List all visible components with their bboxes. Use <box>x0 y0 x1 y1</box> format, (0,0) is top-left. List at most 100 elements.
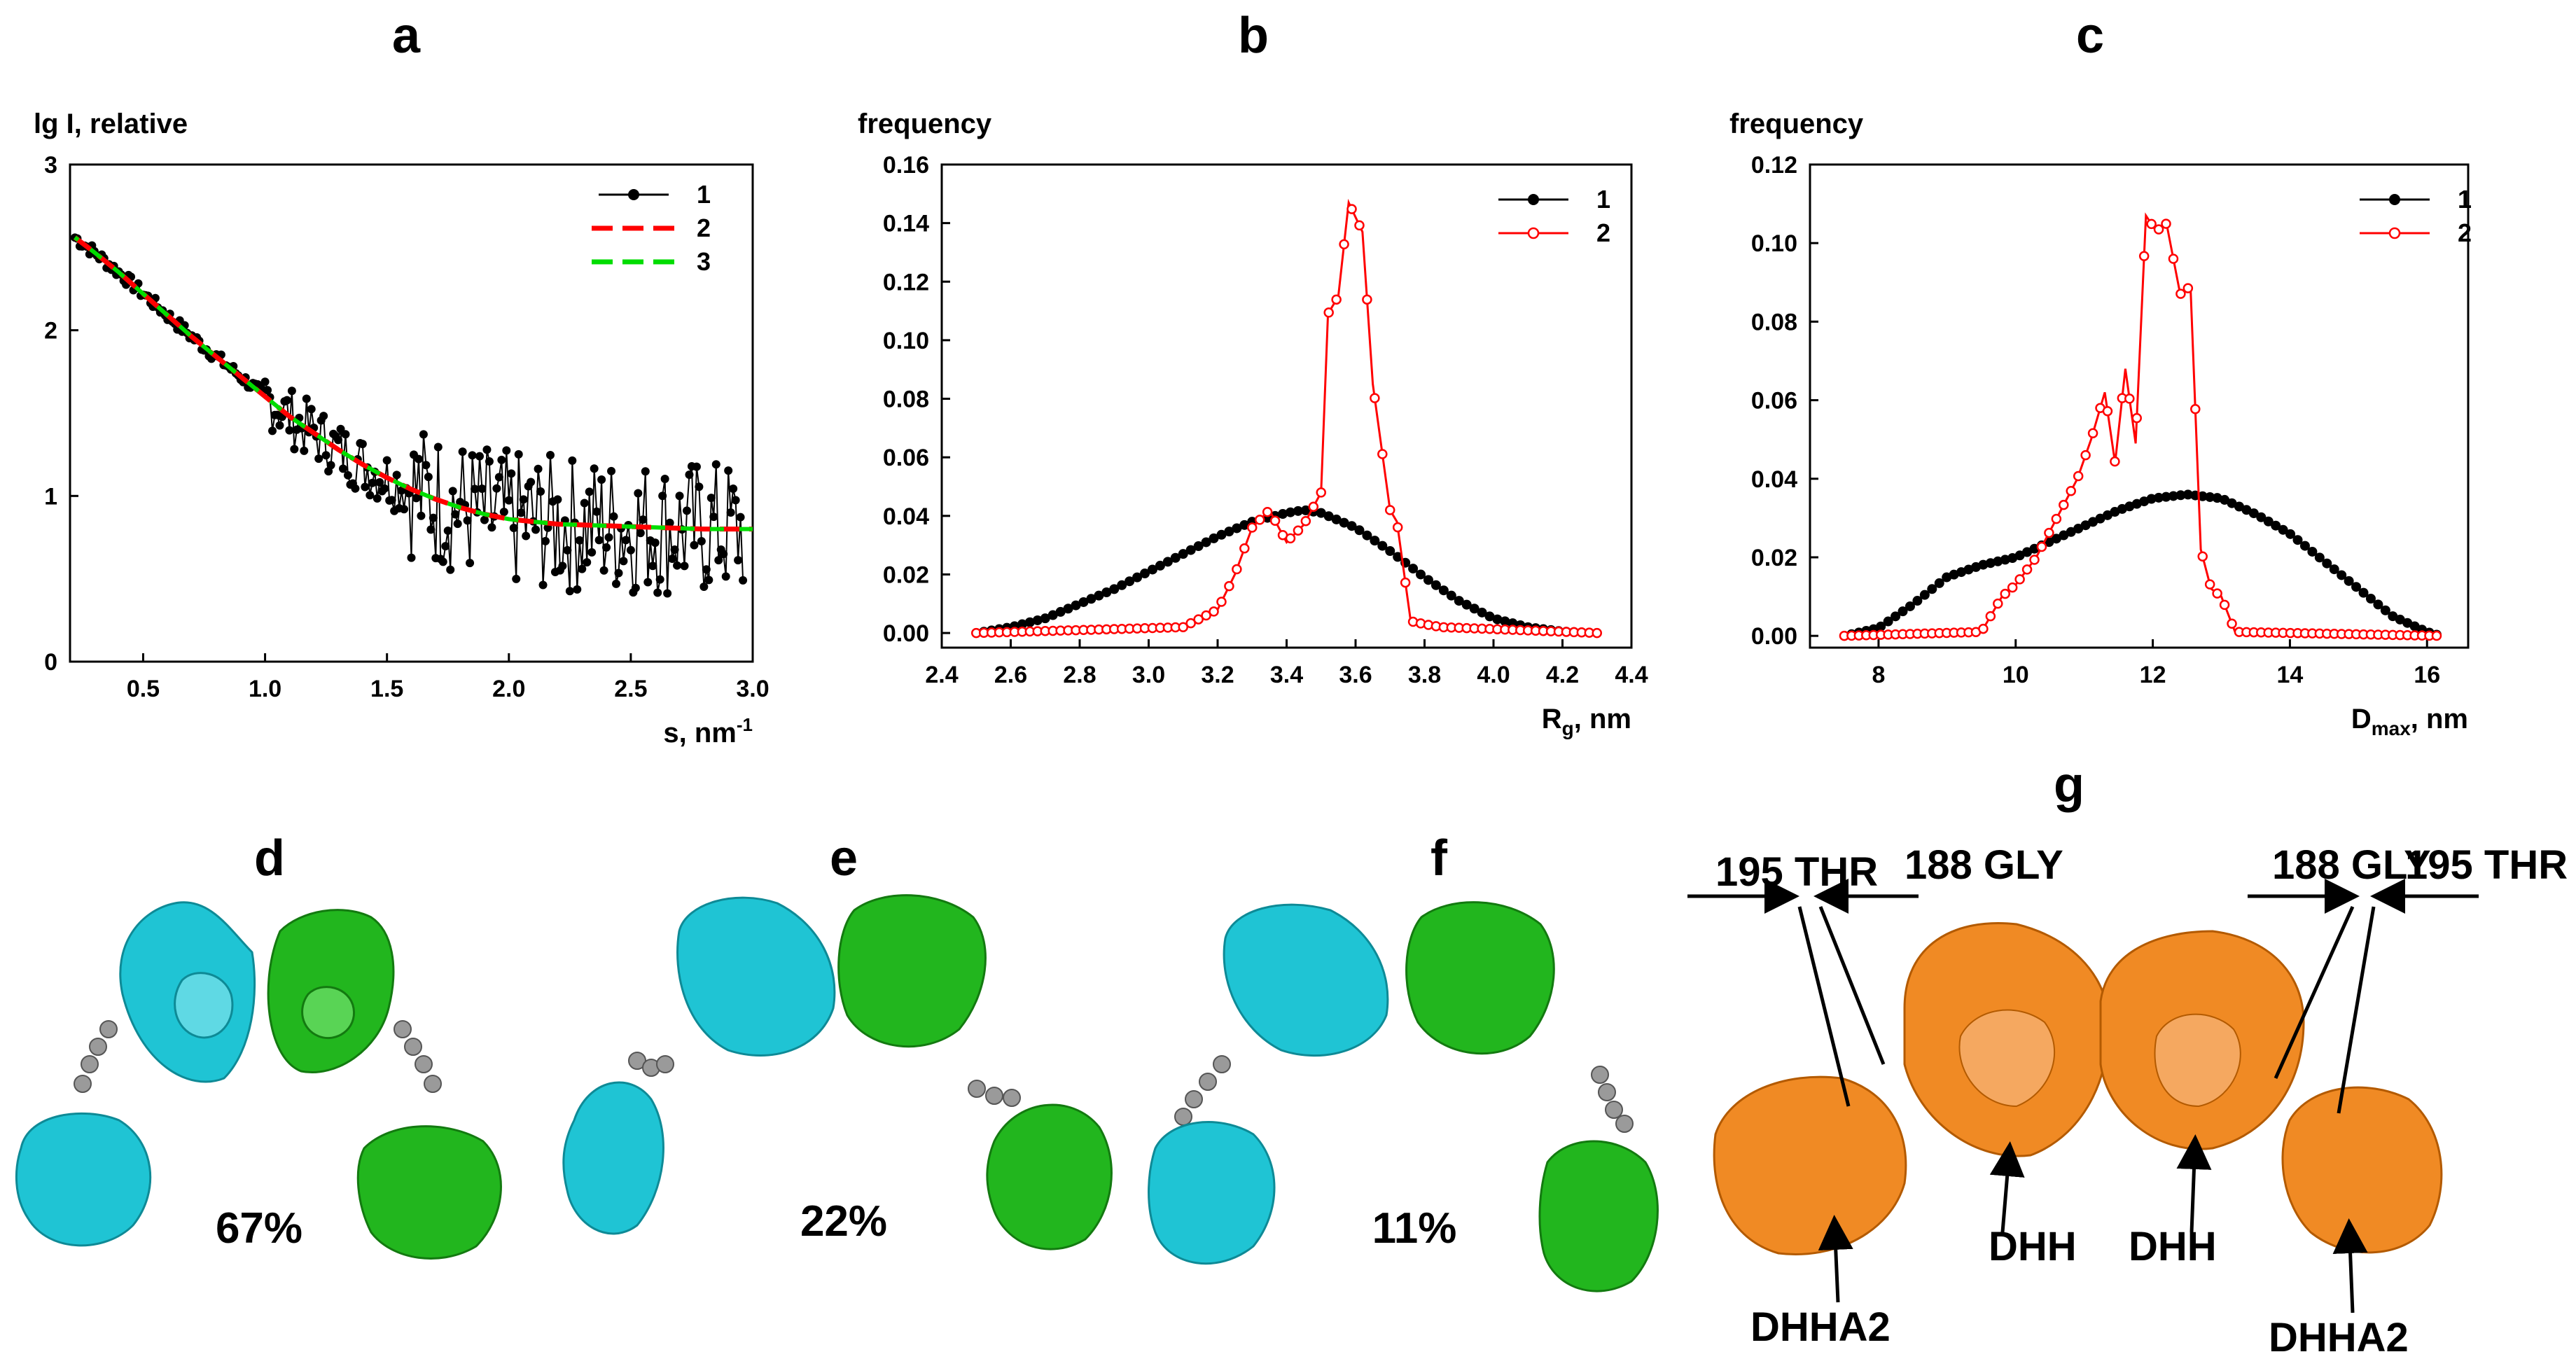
legend-marker-1 <box>2389 194 2400 205</box>
panel-label-c: c <box>2076 8 2104 64</box>
series-1-point <box>545 450 555 459</box>
series-1-point <box>319 412 328 421</box>
linker-beads-d <box>74 1020 442 1093</box>
series-1-point <box>407 553 416 562</box>
series-1-point <box>412 494 421 503</box>
series-1-point <box>1985 558 1996 569</box>
series-1-point <box>2271 520 2281 531</box>
series-1-point <box>1300 505 1311 515</box>
series-1-point <box>1193 541 1204 552</box>
y-axis-title: frequency <box>1729 109 1864 139</box>
series-2-point <box>2190 404 2201 414</box>
series-1-point <box>1898 606 1908 617</box>
panel-label-d: d <box>254 830 285 886</box>
series-2-point <box>1216 597 1227 607</box>
series-1-point <box>448 487 457 496</box>
series-1-point <box>685 471 694 480</box>
population-percent-f: 11% <box>1372 1204 1457 1253</box>
series-2-point <box>2073 471 2084 482</box>
series-1-point <box>263 386 272 395</box>
x-tick-label: 1.0 <box>249 676 281 702</box>
x-tick-label: 3.2 <box>1201 662 1234 688</box>
legend-label-3: 3 <box>697 247 711 276</box>
series-1-point <box>2000 555 2010 565</box>
series-1-point <box>1117 580 1127 590</box>
series-1-point <box>282 396 291 405</box>
series-1-point <box>594 536 604 545</box>
series-1-point <box>1362 530 1372 541</box>
linker-beads-e <box>628 1052 1021 1107</box>
x-axis-title: Rg, nm <box>1542 704 1631 739</box>
series-1-point <box>419 430 428 439</box>
series-1-point <box>453 520 462 529</box>
series-2-point <box>2080 449 2091 461</box>
series-1-point <box>2022 547 2033 557</box>
y-tick-label: 0.00 <box>883 620 929 647</box>
series-1-point <box>699 582 709 591</box>
legend-marker-2 <box>1527 227 1540 239</box>
series-1-point <box>400 505 409 514</box>
series-1-point <box>1132 572 1143 583</box>
series-1-point <box>602 543 611 552</box>
series-1-point <box>631 583 640 592</box>
series-1-point <box>587 548 597 557</box>
series-1-point <box>614 569 623 578</box>
series-1-point <box>1285 507 1295 517</box>
population-percent-d: 67% <box>216 1204 302 1253</box>
series-1-point <box>575 536 584 545</box>
series-1-point <box>1024 617 1035 627</box>
series-1-point <box>682 506 691 515</box>
population-percent-e: 22% <box>800 1197 887 1246</box>
series-1-point <box>302 394 311 403</box>
series-1-point <box>690 541 699 550</box>
series-1-point <box>607 466 616 475</box>
series-1-point <box>375 478 384 487</box>
y-tick-label: 0.16 <box>883 152 929 179</box>
series-2-point <box>2153 224 2164 235</box>
series-2-point <box>2197 551 2208 562</box>
series-1-point <box>1393 552 1403 562</box>
series-1-point <box>1500 616 1510 627</box>
series-1-point <box>504 496 513 505</box>
series-1-point <box>721 572 730 581</box>
series-1-point <box>438 557 447 566</box>
series-2-point <box>1346 204 1357 214</box>
series-1-point <box>648 562 657 571</box>
series-1-point <box>619 557 628 566</box>
x-tick-label: 8 <box>1872 662 1885 688</box>
series-1-point <box>1469 604 1480 614</box>
series-1-point <box>1185 545 1196 555</box>
series-1-point <box>665 518 674 527</box>
x-tick-label: 3.4 <box>1270 662 1303 688</box>
y-tick-label: 0.08 <box>1751 309 1797 335</box>
series-1-point <box>487 523 496 532</box>
series-1-point <box>1086 594 1096 604</box>
y-tick-label: 1 <box>44 483 57 510</box>
series-1-point <box>2256 512 2267 522</box>
legend-label-2: 2 <box>1596 218 1610 247</box>
series-1-point <box>1162 557 1173 567</box>
x-axis-title-superscript: -1 <box>737 714 753 735</box>
series-1-point <box>358 440 367 449</box>
series-1-point <box>1905 601 1915 611</box>
series-1-point <box>2146 494 2157 504</box>
series-1-point <box>2292 535 2303 545</box>
series-1-point <box>463 516 472 525</box>
series-1-point <box>1209 533 1219 543</box>
plot-frame <box>1809 163 2470 649</box>
series-1-point <box>626 545 635 555</box>
legend-label-2: 2 <box>697 214 711 242</box>
series-1-point <box>704 576 713 585</box>
series-2-point <box>1370 393 1380 403</box>
series-1-point <box>1370 536 1380 546</box>
protein-core-cyan-e <box>676 896 836 1057</box>
panel-label-a: a <box>392 8 421 64</box>
series-1-point <box>422 461 431 470</box>
series-2-point <box>1178 622 1188 632</box>
series-1-point <box>2329 564 2339 575</box>
series-1-point <box>1316 508 1326 518</box>
series-2-point <box>2000 588 2010 599</box>
y-tick-label: 0.12 <box>1751 152 1797 179</box>
series-2-point <box>2102 406 2113 417</box>
